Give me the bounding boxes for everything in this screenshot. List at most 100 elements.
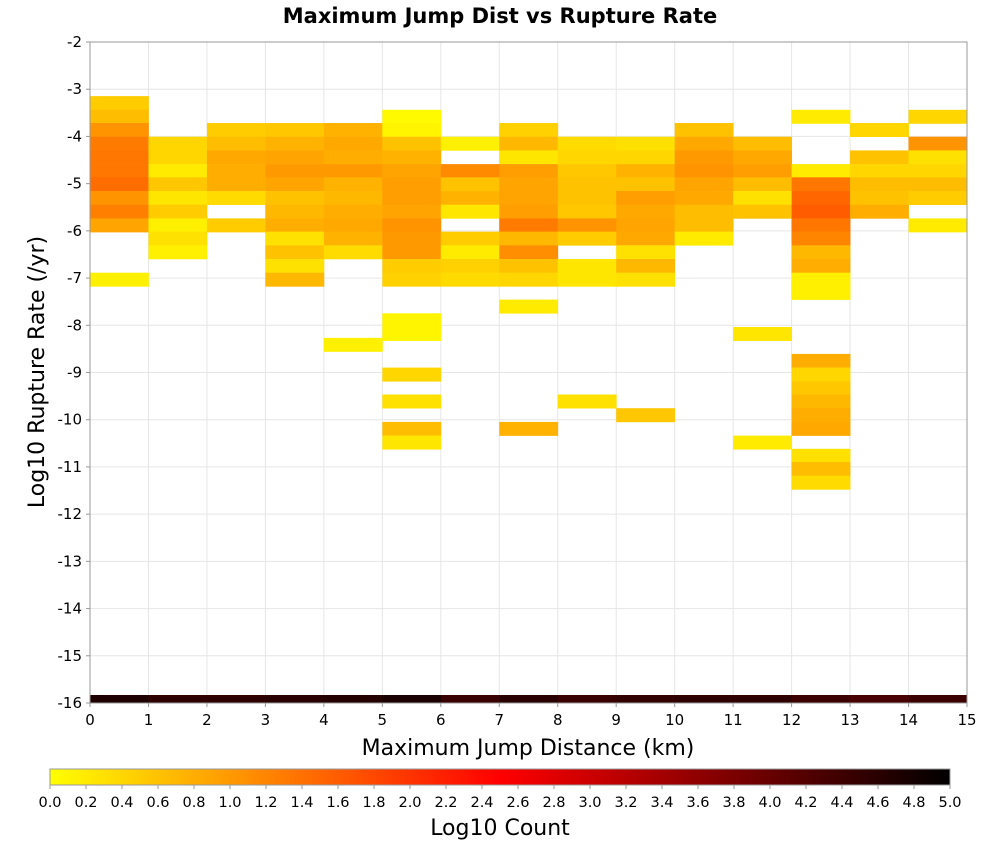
heatmap-cell (557, 695, 617, 704)
heatmap-cell (557, 394, 617, 409)
heatmap-cell (908, 150, 968, 165)
heatmap-cell (616, 191, 676, 205)
heatmap-cell (908, 109, 968, 124)
heatmap-cell (733, 204, 792, 219)
heatmap-cell (733, 191, 792, 205)
heatmap-cell (206, 136, 266, 151)
heatmap-cell (791, 191, 851, 205)
colorbar-tick-label: 1.0 (218, 795, 241, 811)
y-tick-label: -9 (67, 364, 82, 382)
heatmap-cell (440, 204, 500, 219)
heatmap-cell (499, 695, 559, 704)
colorbar-tick-label: 2.0 (398, 795, 421, 811)
y-axis-label: Log10 Rupture Rate (/yr) (25, 236, 50, 508)
heatmap-cell (733, 164, 792, 179)
colorbar-label: Log10 Count (430, 816, 570, 841)
colorbar-tick-label: 3.6 (686, 795, 709, 811)
x-tick-label: 6 (436, 711, 446, 729)
heatmap-cell (382, 231, 442, 246)
heatmap-cell (323, 136, 383, 151)
colorbar-tick-label: 3.4 (650, 795, 673, 811)
x-tick-label: 3 (261, 711, 271, 729)
heatmap-cell (557, 231, 617, 246)
heatmap-cell (557, 191, 617, 205)
heatmap-cell (265, 177, 325, 192)
heatmap-cell (791, 408, 851, 423)
x-tick-label: 5 (378, 711, 388, 729)
heatmap-cell (206, 191, 266, 205)
heatmap-cell (791, 245, 851, 260)
heatmap-cell (557, 272, 617, 287)
heatmap-cell (499, 272, 559, 287)
heatmap-cell (674, 218, 734, 233)
y-tick-label: -12 (58, 505, 83, 523)
heatmap-cell (265, 231, 325, 246)
colorbar-tick-label: 4.4 (830, 795, 853, 811)
heatmap-cell (791, 475, 851, 490)
colorbar-tick-label: 2.8 (542, 795, 565, 811)
heatmap-cell (557, 259, 617, 273)
heatmap-cell (557, 150, 617, 165)
heatmap-cell (557, 204, 617, 219)
heatmap-cell (323, 337, 383, 352)
heatmap-cell (791, 394, 851, 409)
heatmap-cell (206, 695, 266, 704)
heatmap-cell (323, 150, 383, 165)
heatmap-cell (206, 123, 266, 138)
heatmap-cell (733, 435, 792, 450)
heatmap-cell (791, 695, 851, 704)
heatmap-cell (557, 177, 617, 192)
heatmap-cell (148, 231, 208, 246)
heatmap-cell (265, 191, 325, 205)
heatmap-cell (90, 204, 149, 219)
colorbar-tick-label: 4.0 (758, 795, 781, 811)
heatmap-cell (90, 96, 149, 111)
heatmap-cell (90, 177, 149, 192)
heatmap-cell (674, 231, 734, 246)
y-tick-label: -2 (67, 33, 82, 51)
colorbar-tick-label: 4.2 (794, 795, 817, 811)
heatmap-cell (206, 177, 266, 192)
chart-title: Maximum Jump Dist vs Rupture Rate (283, 4, 717, 28)
heatmap-cell (791, 218, 851, 233)
heatmap-cell (791, 448, 851, 463)
heatmap-cell (674, 150, 734, 165)
y-tick-label: -14 (58, 600, 83, 618)
x-tick-label: 10 (665, 711, 684, 729)
heatmap-cell (90, 123, 149, 138)
heatmap-cell (791, 353, 851, 368)
heatmap-cell (440, 245, 500, 260)
heatmap-cell (206, 150, 266, 165)
heatmap-cell (616, 150, 676, 165)
colorbar-tick-label: 0.6 (146, 795, 169, 811)
heatmap-cell (557, 218, 617, 233)
heatmap-cell (265, 218, 325, 233)
heatmap-cell (440, 164, 500, 179)
heatmap-cell (499, 421, 559, 436)
y-tick-label: -16 (58, 694, 83, 712)
heatmap-cell (382, 136, 442, 151)
x-tick-label: 13 (841, 711, 860, 729)
heatmap-cell (148, 218, 208, 233)
heatmap-cell (148, 177, 208, 192)
heatmap-cell (382, 272, 442, 287)
y-tick-label: -10 (58, 411, 83, 429)
heatmap-cell (499, 123, 559, 138)
x-tick-label: 11 (724, 711, 743, 729)
colorbar-tick-label: 1.8 (362, 795, 385, 811)
colorbar-tick-label: 4.8 (902, 795, 925, 811)
heatmap-cell (90, 272, 149, 287)
heatmap-cell (499, 204, 559, 219)
heatmap-cell (323, 164, 383, 179)
heatmap-cell (499, 231, 559, 246)
heatmap-cell (499, 245, 559, 260)
heatmap-cell (616, 231, 676, 246)
heatmap-cell (674, 204, 734, 219)
heatmap-cell (499, 164, 559, 179)
heatmap-cell (674, 123, 734, 138)
heatmap-cell (499, 136, 559, 151)
heatmap-cell (148, 150, 208, 165)
heatmap-cell (908, 191, 968, 205)
heatmap-cell (148, 245, 208, 260)
